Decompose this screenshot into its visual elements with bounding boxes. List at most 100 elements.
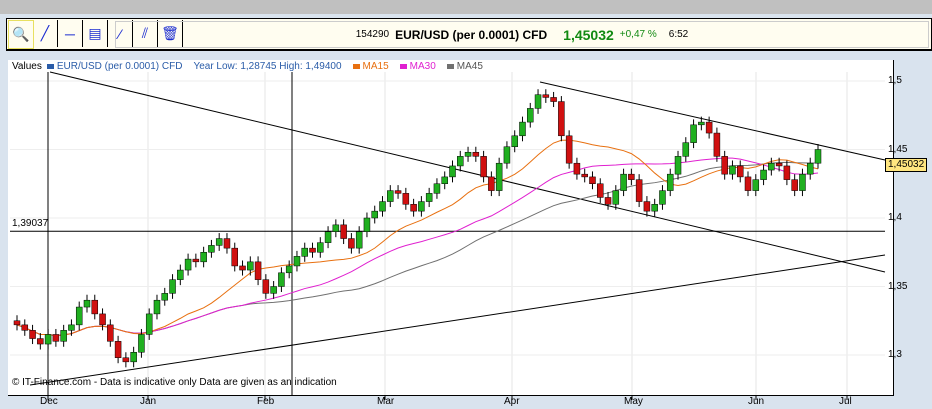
y-tick-label: 1,3 bbox=[888, 349, 902, 360]
candle-body bbox=[418, 201, 425, 212]
candle-body bbox=[387, 190, 394, 202]
ma15-line bbox=[16, 139, 819, 337]
zoom-icon: 🔍 bbox=[12, 26, 30, 42]
legend-label: Values bbox=[12, 61, 42, 72]
horizontal-line-tool-button[interactable]: ─ bbox=[58, 20, 83, 47]
candle-body bbox=[208, 245, 215, 253]
horizontal-line-icon: ─ bbox=[65, 25, 75, 42]
trash-icon: 🗑 bbox=[161, 25, 179, 41]
candle-body bbox=[612, 190, 620, 205]
candle-body bbox=[565, 135, 573, 164]
title-bar bbox=[0, 0, 932, 14]
candle-body bbox=[410, 204, 417, 212]
candle-body bbox=[402, 193, 410, 205]
candle-body bbox=[799, 173, 806, 191]
parallel-line-tool-button[interactable]: ⁄ bbox=[108, 20, 133, 47]
candle-body bbox=[534, 94, 542, 109]
candle-body bbox=[425, 193, 433, 202]
candle-body bbox=[682, 142, 690, 157]
candle-body bbox=[83, 299, 91, 308]
candle-body bbox=[21, 324, 29, 331]
candle-body bbox=[457, 156, 464, 167]
candle-body bbox=[285, 265, 293, 274]
candle-body bbox=[394, 190, 402, 194]
legend-series: EUR/USD (per 0.0001) CFD bbox=[46, 61, 182, 72]
chart-area[interactable] bbox=[8, 60, 894, 396]
candle-body bbox=[690, 124, 697, 143]
ma45-line bbox=[16, 161, 819, 337]
candle-body bbox=[495, 162, 503, 191]
candle-body bbox=[441, 176, 448, 184]
candle-body bbox=[721, 156, 728, 175]
candle-body bbox=[589, 176, 596, 184]
candle-body bbox=[332, 224, 340, 232]
candle-body bbox=[814, 149, 822, 164]
x-tick-label: Jul bbox=[839, 396, 852, 407]
candle-body bbox=[169, 279, 176, 294]
candle-body bbox=[659, 190, 666, 205]
instrument-name: EUR/USD (per 0.0001) CFD bbox=[395, 27, 548, 42]
candle-body bbox=[752, 179, 760, 191]
candle-body bbox=[29, 330, 36, 339]
candle-body bbox=[60, 330, 67, 342]
trash-tool-button[interactable]: 🗑 bbox=[158, 20, 183, 47]
candle-body bbox=[177, 269, 184, 280]
candle-body bbox=[68, 324, 75, 331]
trendline-icon: ╱ bbox=[40, 25, 50, 41]
zoom-tool-button[interactable]: 🔍 bbox=[8, 20, 34, 49]
candle-body bbox=[184, 258, 192, 271]
credit-text: © IT-Finance.com - Data is indicative on… bbox=[12, 377, 337, 388]
trendline-tool-button[interactable]: ╱ bbox=[33, 20, 58, 47]
candle-body bbox=[480, 156, 487, 178]
candle-body bbox=[231, 247, 238, 267]
quote-time: 6:52 bbox=[668, 29, 689, 40]
trendline bbox=[49, 71, 886, 273]
candle-body bbox=[161, 293, 169, 301]
candle-body bbox=[736, 165, 744, 178]
ma30-line bbox=[16, 157, 819, 337]
candle-body bbox=[775, 162, 783, 167]
candle-body bbox=[247, 261, 254, 271]
candle-body bbox=[75, 306, 83, 326]
candle-body bbox=[192, 258, 200, 263]
candle-body bbox=[309, 247, 316, 253]
candle-body bbox=[270, 286, 277, 294]
trendline bbox=[29, 254, 886, 386]
candle-body bbox=[791, 179, 798, 191]
candle-body bbox=[122, 357, 130, 363]
parallel-line-icon: ⁄ bbox=[118, 25, 122, 42]
candle-body bbox=[91, 299, 99, 315]
candle-body bbox=[806, 162, 814, 175]
toolbar: 🔍 ╱ ─ ▤ ⁄ ⫽ 🗑 154290 EUR/USD (per 0.0001) CFD … bbox=[6, 18, 932, 51]
candle-body bbox=[215, 238, 223, 246]
candle-body bbox=[488, 176, 495, 191]
trendline bbox=[539, 81, 886, 161]
channel-icon: ⫽ bbox=[141, 25, 149, 41]
candle-body bbox=[278, 272, 285, 287]
candle-body bbox=[433, 183, 441, 194]
candle-body bbox=[52, 334, 60, 342]
candle-body bbox=[581, 173, 588, 178]
candle-body bbox=[472, 151, 480, 157]
candle-body bbox=[620, 173, 627, 191]
candle-body bbox=[666, 173, 674, 191]
candle-body bbox=[114, 341, 122, 358]
legend-ma45: MA45 bbox=[446, 61, 483, 72]
candle-body bbox=[768, 162, 775, 171]
candle-body bbox=[729, 165, 736, 175]
candle-body bbox=[254, 261, 262, 280]
y-tick-label: 1,5 bbox=[888, 75, 902, 86]
candle-body bbox=[597, 183, 604, 198]
candle-body bbox=[705, 121, 713, 134]
indicator-tool-button[interactable]: ▤ bbox=[83, 20, 108, 47]
legend-ma15: MA15 bbox=[352, 61, 389, 72]
channel-tool-button[interactable]: ⫽ bbox=[133, 20, 158, 47]
candle-body bbox=[371, 210, 378, 219]
x-tick-label: Apr bbox=[504, 396, 520, 407]
candle-body bbox=[99, 313, 106, 326]
y-tick-label: 1,35 bbox=[888, 280, 908, 292]
candle-body bbox=[604, 197, 612, 205]
candle-body bbox=[200, 252, 207, 263]
x-tick-label: May bbox=[624, 396, 643, 407]
